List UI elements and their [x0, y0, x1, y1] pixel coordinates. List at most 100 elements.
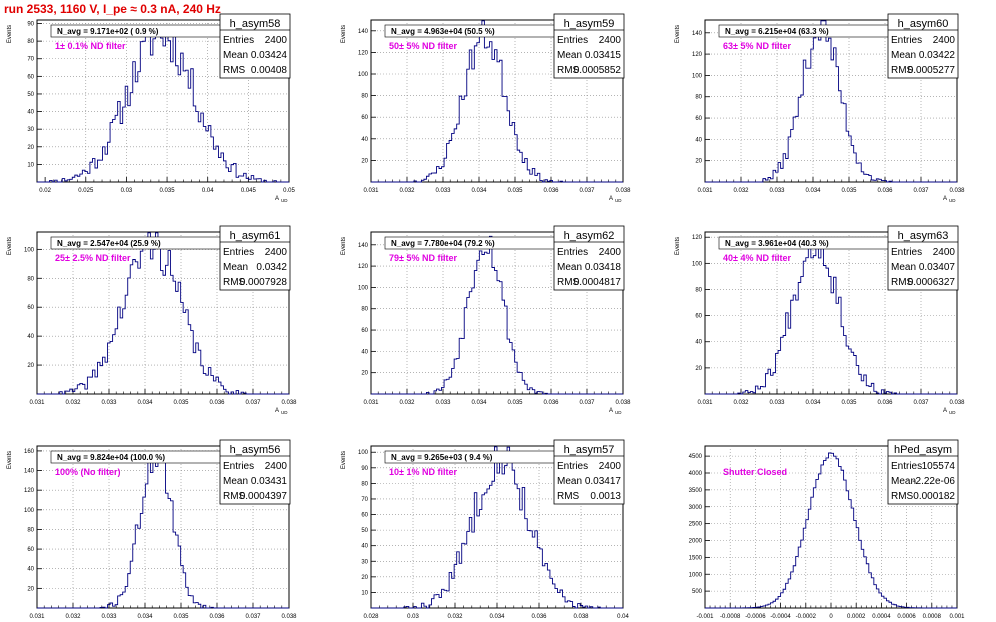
x-tick-label: 0.0002 [847, 614, 866, 620]
x-tick-label: 0.038 [281, 400, 297, 406]
filter-annotation: Shutter Closed [723, 467, 787, 477]
x-tick-label: 0.035 [160, 188, 176, 194]
x-axis-label: A [609, 408, 613, 414]
stat-label: RMS [557, 491, 580, 502]
stat-value: 0.00408 [251, 65, 288, 76]
stat-label: RMS [557, 277, 580, 288]
y-tick-label: 10 [27, 162, 34, 168]
x-axis-label: A [943, 408, 947, 414]
stat-value: 0.0013 [590, 491, 621, 502]
y-tick-label: 100 [24, 247, 35, 253]
y-axis-label: Events [7, 25, 13, 43]
filter-annotation: 10± 1% ND filter [389, 467, 457, 477]
y-tick-label: 30 [361, 559, 368, 565]
histogram-panel-h_asym63: 0.031 0.032 0.033 0.034 0.035 0.036 0.037 0.038… [675, 225, 965, 415]
filter-annotation: 79± 5% ND filter [389, 253, 457, 263]
x-tick-label: 0.0008 [923, 614, 942, 620]
stat-label: RMS [557, 65, 580, 76]
y-axis-label: Events [341, 451, 347, 469]
y-tick-label: 80 [361, 94, 368, 100]
stat-label: Entries [223, 461, 254, 472]
x-tick-label: 0.032 [399, 188, 415, 194]
y-tick-label: 100 [358, 72, 369, 78]
x-tick-label: 0.037 [245, 400, 261, 406]
stat-value: 2400 [599, 35, 622, 46]
stat-label: Mean [223, 476, 248, 487]
x-tick-label: 0.034 [805, 400, 821, 406]
stat-label: RMS [891, 277, 914, 288]
stat-label: Mean [891, 262, 916, 273]
y-axis-label: Events [7, 237, 13, 255]
x-tick-label: 0.037 [245, 614, 261, 620]
histogram-line [371, 235, 623, 395]
y-tick-label: 140 [358, 243, 369, 249]
x-tick-label: 0.031 [29, 614, 45, 620]
stat-value: -2.22e-06 [912, 476, 955, 487]
y-axis-label: Events [7, 451, 13, 469]
stat-label: RMS [223, 65, 246, 76]
stat-label: Mean [891, 476, 916, 487]
stat-label: Mean [223, 262, 248, 273]
stat-value: 0.03407 [919, 262, 956, 273]
stat-label: Entries [891, 247, 922, 258]
x-tick-label: -0.0002 [796, 614, 817, 620]
x-tick-label: 0.045 [241, 188, 257, 194]
x-tick-label: 0.036 [209, 400, 225, 406]
stat-label: Entries [891, 461, 922, 472]
histogram-name: h_asym58 [230, 18, 281, 30]
x-tick-label: -0.0008 [720, 614, 741, 620]
y-axis-label: Events [341, 237, 347, 255]
x-tick-label: 0.02 [39, 188, 51, 194]
stat-value: 0.03415 [585, 50, 622, 61]
stats-box [553, 439, 625, 505]
y-tick-label: 140 [24, 469, 35, 475]
x-tick-label: 0.034 [137, 614, 153, 620]
x-tick-label: 0.04 [202, 188, 214, 194]
x-tick-label: 0.034 [805, 188, 821, 194]
x-tick-label: 0.038 [281, 614, 297, 620]
stat-label: Mean [557, 50, 582, 61]
x-tick-label: 0.031 [697, 400, 713, 406]
stat-label: Entries [223, 35, 254, 46]
x-tick-label: 0.037 [913, 400, 929, 406]
stat-value: 0.0006327 [908, 277, 956, 288]
y-tick-label: 40 [27, 334, 34, 340]
plot-frame [704, 231, 958, 395]
histogram-panel-h_asym61: 0.031 0.032 0.033 0.034 0.035 0.036 0.037 0.038… [7, 225, 297, 415]
x-tick-label: 0.034 [471, 400, 487, 406]
x-tick-label: 0.036 [209, 614, 225, 620]
run-title: run 2533, 1160 V, I_pe ≈ 0.3 nA, 240 Hz [4, 2, 221, 16]
navg-title: N_avg = 6.215e+04 (63.3 %) [725, 27, 829, 36]
y-tick-label: 80 [695, 287, 702, 293]
x-tick-label: 0.034 [471, 188, 487, 194]
x-tick-label: 0.032 [65, 614, 81, 620]
y-tick-label: 100 [692, 73, 703, 79]
y-tick-label: 60 [361, 513, 368, 519]
plot-frame [36, 445, 290, 609]
filter-annotation: 100% (No filter) [55, 467, 121, 477]
y-tick-label: 40 [361, 544, 368, 550]
stat-label: Mean [557, 476, 582, 487]
x-tick-label: 0.05 [283, 188, 295, 194]
y-tick-label: 120 [24, 488, 35, 494]
histogram-name: h_asym62 [564, 230, 615, 242]
x-axis-label: A [609, 196, 613, 202]
stat-label: Entries [223, 247, 254, 258]
x-tick-label: 0.032 [733, 400, 749, 406]
histogram-name: h_asym63 [898, 230, 949, 242]
stats-box [887, 225, 959, 291]
y-tick-label: 40 [27, 567, 34, 573]
x-tick-label: 0.038 [949, 400, 965, 406]
y-tick-label: 70 [361, 497, 368, 503]
filter-annotation: 50± 5% ND filter [389, 41, 457, 51]
stat-label: Entries [557, 247, 588, 258]
x-axis-label-subscript: UD [949, 198, 956, 203]
y-tick-label: 4000 [689, 471, 703, 477]
y-tick-label: 50 [27, 92, 34, 98]
x-axis-label: A [943, 196, 947, 202]
x-tick-label: 0.033 [435, 188, 451, 194]
histogram-name: hPed_asym [894, 444, 952, 456]
y-tick-label: 80 [27, 39, 34, 45]
navg-title: N_avg = 2.547e+04 (25.9 %) [57, 239, 161, 248]
